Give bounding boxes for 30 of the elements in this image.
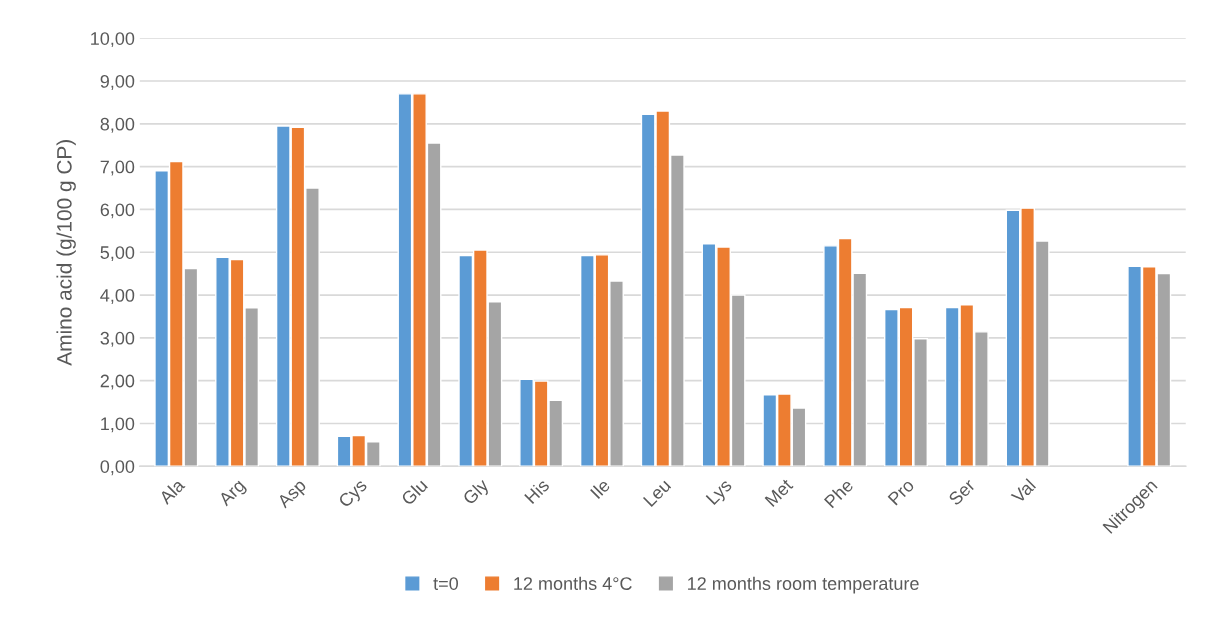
y-tick-label: 5,00 [100,246,135,262]
x-tick-label: Gly [461,477,493,508]
x-tick-label: Val [1010,478,1037,505]
y-tick-label: 4,00 [100,288,135,304]
x-tick-label: Ser [947,477,976,507]
x-tick-label: Ile [589,477,611,500]
x-tick-label: Ala [157,477,186,506]
y-tick-label: 10,00 [91,32,135,48]
legend-label: t=0 [433,577,459,590]
x-tick-label: Lys [705,478,735,508]
y-tick-label: 6,00 [100,203,135,219]
y-tick-label: 2,00 [100,374,135,390]
x-tick-label: Cys [337,478,371,511]
x-tick-label: Phe [823,477,854,509]
legend-label: 12 months 4°C [514,576,632,590]
x-tick-label: Glu [400,478,429,506]
y-tick-label: 8,00 [100,117,135,133]
y-axis-title: Amino acid (g/100 g CP) [56,140,76,366]
legend-label: 12 months room temperature [688,576,919,594]
x-tick-label: Asp [276,478,310,512]
y-tick-label: 0,00 [100,460,135,476]
x-tick-label: Pro [887,478,915,506]
x-tick-label: Leu [642,478,672,508]
x-tick-label: Arg [217,478,249,510]
y-tick-label: 7,00 [100,160,135,176]
y-tick-label: 1,00 [101,417,135,433]
x-tick-label: Met [764,477,794,508]
y-tick-label: 3,00 [100,331,135,347]
x-tick-label: His [523,477,551,505]
y-tick-label: 9,00 [100,74,135,90]
